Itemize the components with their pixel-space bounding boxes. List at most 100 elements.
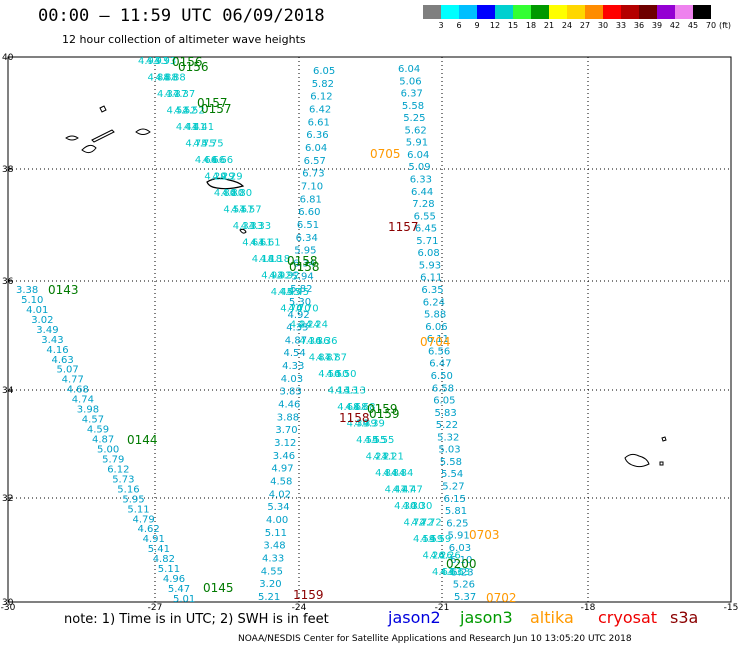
wave-height-value: 4.33 — [241, 221, 263, 232]
wave-height-value: 4.80 — [214, 188, 236, 199]
wave-height-value: 6.03 — [449, 543, 471, 554]
wave-height-value: 5.79 — [102, 455, 124, 466]
wave-height-value: 4.93 — [138, 56, 160, 67]
island-outline — [135, 128, 151, 135]
wave-height-value: 5.06 — [399, 76, 421, 87]
wave-height-value: 4.00 — [266, 515, 288, 526]
wave-height-value: 5.25 — [403, 113, 425, 124]
wave-height-value: 4.35 — [286, 323, 308, 334]
wave-height-value: 4.61 — [258, 237, 280, 248]
wave-height-value: 4.70 — [280, 303, 302, 314]
wave-height-value: 4.16 — [46, 345, 68, 356]
wave-height-value: 4.18 — [268, 254, 290, 265]
wave-height-value: 4.84 — [375, 468, 397, 479]
island-outline — [65, 135, 79, 141]
wave-height-value: 6.04 — [398, 64, 420, 75]
wave-height-value: 5.71 — [416, 236, 438, 247]
lon-tick-label: -27 — [148, 603, 163, 613]
wave-height-value: 3.88 — [277, 412, 299, 423]
wave-height-value: 6.35 — [421, 285, 443, 296]
wave-height-value: 7.10 — [301, 182, 323, 193]
wave-height-value: 4.66 — [211, 155, 233, 166]
pass-time-label: 1158 — [339, 411, 370, 425]
wave-height-value: 6.11 — [420, 273, 442, 284]
wave-height-value: 4.72 — [420, 518, 442, 529]
wave-height-value: 4.59 — [413, 534, 435, 545]
wave-height-value: 6.33 — [410, 175, 432, 186]
wave-height-value: 4.13 — [344, 386, 366, 397]
wave-height-value: 5.09 — [408, 162, 430, 173]
legend-label: 24 — [561, 21, 573, 30]
wave-height-value: 5.22 — [436, 420, 458, 431]
land-outlines — [65, 105, 667, 468]
wave-height-value: 6.45 — [415, 224, 437, 235]
wave-height-value: 4.80 — [222, 188, 244, 199]
wave-height-value: 4.75 — [185, 138, 207, 149]
wave-height-value: 4.55 — [364, 435, 386, 446]
wave-height-value: 4.33 — [282, 361, 304, 372]
wave-height-value: 4.80 — [230, 188, 252, 199]
wave-height-value: 3.48 — [263, 541, 285, 552]
wave-height-value: 4.47 — [401, 485, 423, 496]
wave-height-value: 4.93 — [146, 56, 168, 67]
wave-height-value: 4.21 — [382, 452, 404, 463]
wave-height-value: 4.75 — [201, 138, 223, 149]
wave-height-value: 4.72 — [412, 518, 434, 529]
island-outline — [206, 177, 245, 190]
wave-height-value: 4.96 — [163, 574, 185, 585]
lat-tick-label: 32 — [2, 494, 13, 504]
wave-height-value: 4.29 — [220, 171, 242, 182]
wave-height-value: 5.88 — [424, 310, 446, 321]
wave-height-value: 4.50 — [334, 369, 356, 380]
island-outline — [659, 461, 664, 466]
wave-height-value: 5.26 — [453, 580, 475, 591]
wave-height-value: 5.10 — [21, 295, 43, 306]
wave-height-value: 5.00 — [97, 445, 119, 456]
legend-label: 12 — [489, 21, 501, 30]
wave-height-value: 4.87 — [317, 353, 339, 364]
lat-tick-label: 36 — [2, 277, 14, 287]
wave-height-value: 4.26 — [423, 551, 445, 562]
wave-height-value: 4.50 — [326, 369, 348, 380]
wave-height-value: 4.70 — [296, 303, 318, 314]
legend-swatch — [495, 5, 513, 19]
wave-height-value: 6.47 — [429, 359, 451, 370]
wave-height-value: 4.21 — [374, 452, 396, 463]
wave-height-value: 4.97 — [271, 464, 293, 475]
pass-time-label: 1157 — [388, 220, 419, 234]
lon-tick-label: -15 — [724, 603, 739, 613]
wave-height-value: 4.39 — [347, 419, 369, 430]
legend-label: 70 — [705, 21, 717, 30]
wave-height-value: 4.30 — [402, 501, 424, 512]
legend-label: 15 — [507, 21, 519, 30]
wave-height-value: 4.63 — [448, 567, 470, 578]
wave-height-value: 4.68 — [345, 402, 367, 413]
pass-time-label: 0703 — [469, 528, 500, 542]
wave-height-value: 5.82 — [290, 284, 312, 295]
wave-height-value: 6.34 — [296, 233, 318, 244]
legend-label: 27 — [579, 21, 591, 30]
wave-height-value: 3.12 — [274, 438, 296, 449]
wave-height-value: 6.50 — [431, 371, 453, 382]
wave-height-value: 4.58 — [270, 477, 292, 488]
wave-height-value: 4.45 — [287, 287, 309, 298]
wave-height-value: 6.08 — [418, 248, 440, 259]
pass-time-label: 0159 — [367, 402, 398, 416]
wave-height-value: 4.88 — [164, 73, 186, 84]
island-outline — [99, 105, 107, 113]
wave-height-value: 5.47 — [168, 584, 190, 595]
wave-height-value: 4.88 — [148, 73, 170, 84]
wave-height-value: 5.01 — [173, 594, 195, 605]
wave-height-value: 6.12 — [310, 92, 332, 103]
lat-tick-label: 40 — [2, 53, 14, 63]
legend-label: 21 — [543, 21, 555, 30]
legend-swatch — [693, 5, 711, 19]
wave-height-value: 6.44 — [411, 187, 433, 198]
legend-label: 3 — [438, 21, 444, 30]
wave-height-value: 6.57 — [304, 156, 326, 167]
wave-height-value: 5.58 — [402, 101, 424, 112]
legend-swatch — [513, 5, 531, 19]
wave-height-value: 5.81 — [445, 506, 467, 517]
wave-height-value: 4.37 — [165, 89, 187, 100]
